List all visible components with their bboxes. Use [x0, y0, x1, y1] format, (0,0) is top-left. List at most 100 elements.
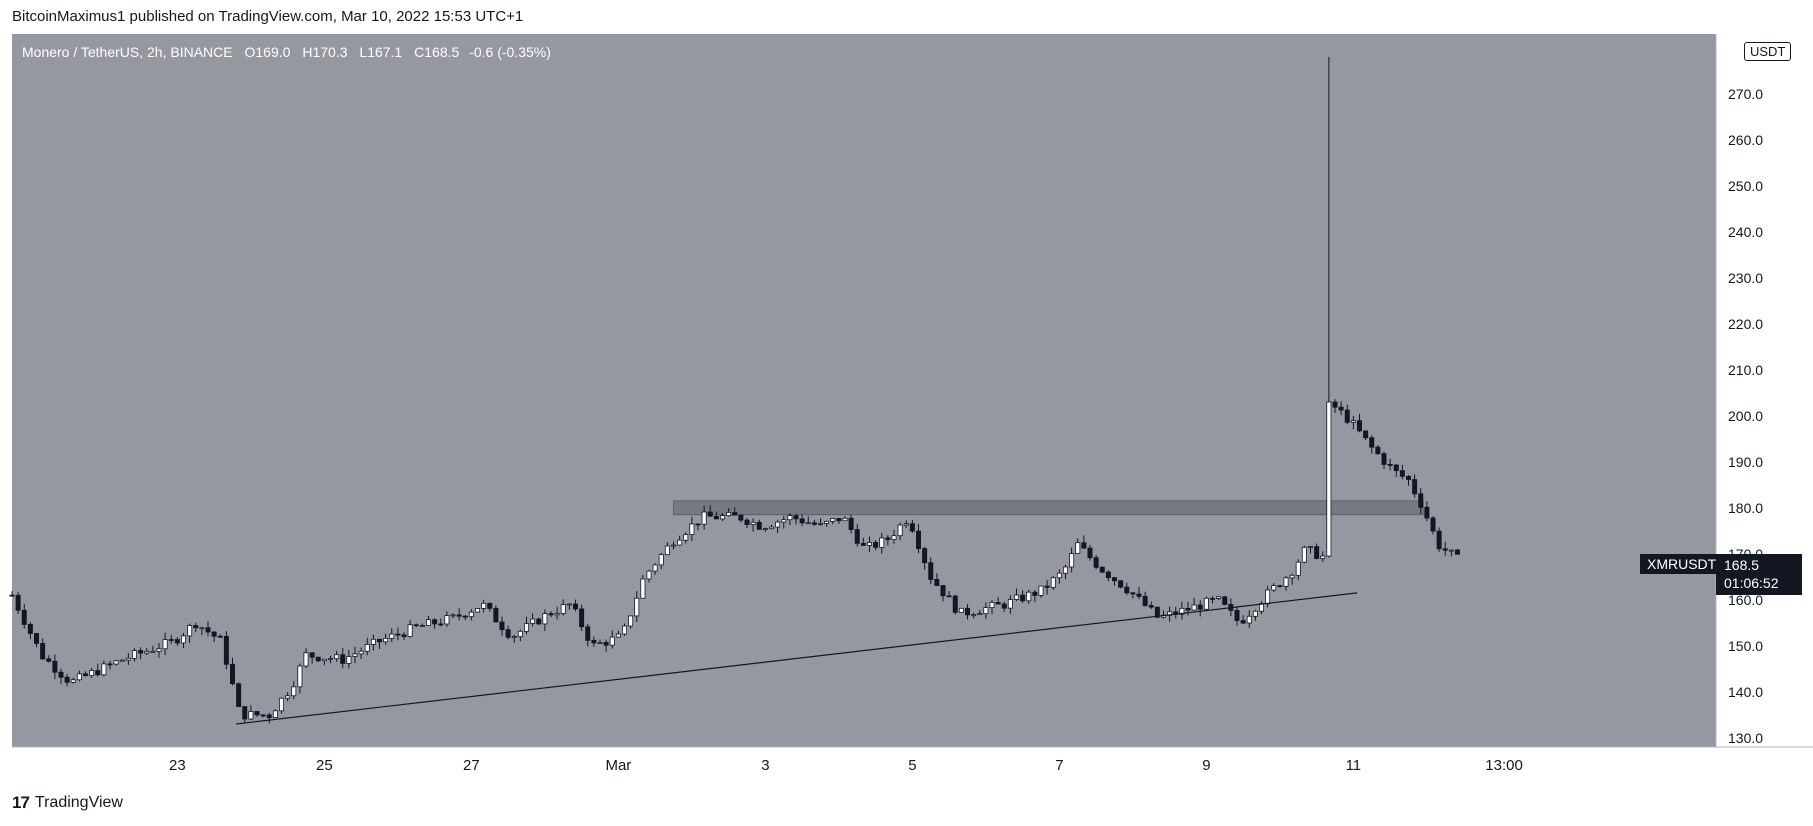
candle[interactable]: [909, 519, 915, 533]
candle[interactable]: [285, 692, 291, 702]
candle[interactable]: [107, 660, 113, 670]
candle[interactable]: [628, 615, 634, 629]
candle[interactable]: [315, 656, 321, 663]
candle[interactable]: [1240, 615, 1246, 625]
candle[interactable]: [1099, 566, 1105, 574]
candle[interactable]: [76, 670, 82, 682]
candle[interactable]: [248, 705, 254, 721]
candle[interactable]: [879, 532, 885, 554]
candle[interactable]: [830, 517, 836, 525]
candle[interactable]: [58, 668, 64, 685]
candle[interactable]: [1455, 548, 1461, 556]
candle[interactable]: [769, 524, 775, 530]
candle[interactable]: [732, 507, 738, 516]
candle[interactable]: [744, 518, 750, 529]
candle[interactable]: [493, 605, 499, 623]
candle[interactable]: [517, 629, 523, 642]
candle[interactable]: [370, 634, 376, 651]
candle[interactable]: [1007, 595, 1013, 614]
candle[interactable]: [254, 711, 260, 717]
candle[interactable]: [1069, 547, 1075, 573]
candle[interactable]: [560, 599, 566, 616]
candle[interactable]: [1044, 579, 1050, 595]
candle[interactable]: [364, 637, 370, 656]
candle[interactable]: [799, 514, 805, 527]
candle[interactable]: [952, 594, 958, 615]
candle[interactable]: [738, 514, 744, 523]
candle[interactable]: [376, 638, 382, 649]
currency-unit-button[interactable]: USDT: [1744, 42, 1792, 61]
candle[interactable]: [1338, 401, 1344, 416]
candle[interactable]: [9, 591, 15, 597]
candle[interactable]: [916, 523, 922, 554]
candle[interactable]: [21, 603, 27, 629]
candle[interactable]: [1326, 57, 1332, 558]
candle[interactable]: [579, 604, 585, 631]
candle[interactable]: [1295, 559, 1301, 581]
candle[interactable]: [1063, 564, 1069, 580]
candle[interactable]: [150, 645, 156, 653]
candle[interactable]: [52, 654, 58, 680]
candle[interactable]: [542, 609, 548, 632]
candle[interactable]: [321, 658, 327, 666]
candle[interactable]: [873, 540, 879, 551]
candle[interactable]: [818, 518, 824, 526]
candle[interactable]: [1406, 474, 1412, 486]
candle[interactable]: [713, 511, 719, 520]
candle[interactable]: [1363, 430, 1369, 441]
candle[interactable]: [1320, 551, 1326, 562]
candle[interactable]: [358, 647, 364, 660]
candle[interactable]: [1436, 527, 1442, 552]
candle[interactable]: [695, 523, 701, 531]
candle[interactable]: [530, 613, 536, 627]
candle[interactable]: [346, 649, 352, 669]
candle[interactable]: [652, 563, 658, 575]
candle[interactable]: [1075, 538, 1081, 554]
candle[interactable]: [701, 505, 707, 530]
candle[interactable]: [425, 615, 431, 626]
candle[interactable]: [138, 647, 144, 660]
candle[interactable]: [658, 553, 664, 570]
candle[interactable]: [383, 633, 389, 645]
candle[interactable]: [327, 655, 333, 664]
candle[interactable]: [432, 618, 438, 629]
candle[interactable]: [180, 633, 186, 648]
candle[interactable]: [1344, 404, 1350, 425]
candle[interactable]: [897, 522, 903, 541]
candle[interactable]: [664, 542, 670, 556]
candle[interactable]: [860, 537, 866, 546]
candle[interactable]: [1430, 516, 1436, 535]
candle[interactable]: [101, 660, 107, 677]
ascending-support-line[interactable]: [236, 592, 1358, 725]
candle[interactable]: [781, 515, 787, 529]
candle[interactable]: [946, 591, 952, 598]
candle[interactable]: [1001, 601, 1007, 612]
candle[interactable]: [1191, 597, 1197, 611]
candle[interactable]: [481, 599, 487, 613]
candle[interactable]: [223, 631, 229, 670]
candle[interactable]: [272, 709, 278, 718]
candle[interactable]: [487, 602, 493, 612]
candle[interactable]: [401, 632, 407, 640]
candle[interactable]: [805, 516, 811, 525]
candle[interactable]: [836, 518, 842, 525]
candle[interactable]: [1179, 601, 1185, 620]
candle[interactable]: [211, 631, 217, 643]
candle[interactable]: [1369, 435, 1375, 454]
candle[interactable]: [1124, 582, 1130, 596]
candle[interactable]: [640, 574, 646, 599]
candle[interactable]: [689, 516, 695, 542]
candle[interactable]: [499, 616, 505, 636]
candle[interactable]: [438, 618, 444, 627]
candle[interactable]: [1399, 464, 1405, 480]
candle[interactable]: [958, 607, 964, 613]
candle[interactable]: [174, 637, 180, 646]
candle[interactable]: [787, 513, 793, 526]
candle[interactable]: [1265, 585, 1271, 608]
candle[interactable]: [40, 638, 46, 660]
candle[interactable]: [671, 541, 677, 550]
candle[interactable]: [1314, 543, 1320, 560]
chart-pane[interactable]: [12, 34, 1716, 747]
candle[interactable]: [842, 515, 848, 522]
